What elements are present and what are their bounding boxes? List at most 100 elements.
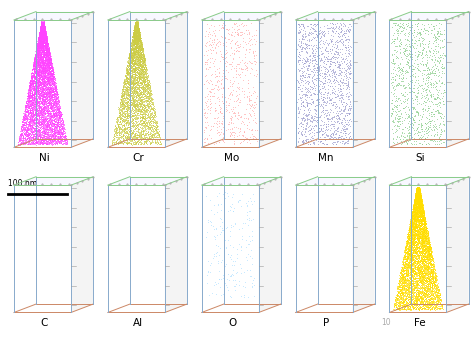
Point	[137, 56, 145, 62]
Point	[116, 112, 124, 118]
Point	[133, 20, 140, 26]
Point	[142, 91, 150, 97]
Point	[137, 56, 145, 61]
Point	[45, 109, 53, 114]
Point	[60, 137, 68, 143]
Point	[423, 245, 430, 250]
Point	[135, 31, 142, 36]
Point	[340, 112, 347, 118]
Point	[411, 202, 418, 207]
Point	[318, 86, 326, 91]
Point	[426, 276, 434, 282]
Point	[42, 46, 50, 52]
Point	[30, 58, 38, 64]
Point	[37, 23, 44, 29]
Point	[322, 132, 330, 138]
Point	[42, 84, 50, 90]
Point	[31, 58, 39, 64]
Point	[129, 46, 137, 52]
Point	[406, 85, 413, 90]
Point	[405, 238, 413, 243]
Point	[35, 62, 42, 67]
Point	[407, 244, 414, 249]
Point	[32, 129, 40, 135]
Point	[305, 109, 312, 114]
Point	[51, 135, 59, 140]
Point	[46, 132, 54, 138]
Point	[323, 58, 330, 64]
Point	[120, 91, 128, 97]
Point	[40, 86, 47, 92]
Point	[35, 59, 43, 64]
Point	[132, 21, 139, 26]
Point	[415, 189, 423, 195]
Point	[420, 259, 427, 264]
Point	[431, 287, 439, 293]
Point	[35, 61, 42, 66]
Point	[130, 41, 138, 47]
Point	[307, 21, 314, 26]
Point	[419, 282, 427, 287]
Point	[22, 123, 30, 129]
Point	[425, 88, 432, 94]
Point	[334, 79, 341, 84]
Point	[132, 20, 140, 25]
Point	[125, 84, 132, 90]
Point	[299, 45, 307, 50]
Point	[52, 91, 60, 97]
Point	[33, 60, 41, 65]
Point	[420, 226, 427, 231]
Point	[50, 78, 57, 83]
Point	[130, 97, 138, 103]
Point	[39, 22, 47, 27]
Point	[199, 137, 207, 142]
Point	[60, 123, 67, 128]
Point	[35, 34, 43, 40]
Point	[421, 243, 429, 248]
Point	[28, 93, 36, 98]
Point	[119, 79, 127, 85]
Point	[20, 135, 28, 140]
Point	[411, 205, 419, 211]
Point	[136, 124, 143, 130]
Point	[62, 137, 69, 142]
Point	[437, 303, 445, 308]
Point	[40, 23, 48, 28]
Point	[420, 271, 427, 276]
Point	[29, 88, 36, 94]
Point	[410, 227, 417, 233]
Point	[35, 62, 43, 68]
Point	[420, 106, 428, 111]
Point	[37, 23, 44, 29]
Point	[427, 283, 435, 288]
Point	[30, 63, 38, 68]
Point	[48, 62, 56, 67]
Point	[412, 187, 420, 193]
Point	[138, 97, 146, 102]
Point	[226, 203, 233, 208]
Point	[415, 191, 423, 196]
Point	[300, 104, 307, 110]
Point	[407, 241, 415, 246]
Point	[406, 254, 413, 259]
Point	[123, 72, 131, 77]
Point	[405, 284, 412, 289]
Point	[139, 59, 147, 64]
Point	[124, 122, 131, 127]
Point	[31, 134, 39, 139]
Point	[416, 241, 424, 246]
Point	[39, 48, 47, 54]
Point	[209, 37, 217, 42]
Point	[299, 131, 307, 136]
Point	[413, 270, 421, 275]
Point	[30, 107, 38, 112]
Point	[44, 124, 52, 129]
Point	[436, 293, 443, 298]
Point	[30, 60, 37, 65]
Point	[42, 40, 50, 45]
Point	[410, 210, 418, 216]
Point	[232, 246, 240, 252]
Point	[19, 134, 27, 140]
Point	[416, 291, 423, 296]
Point	[119, 128, 127, 133]
